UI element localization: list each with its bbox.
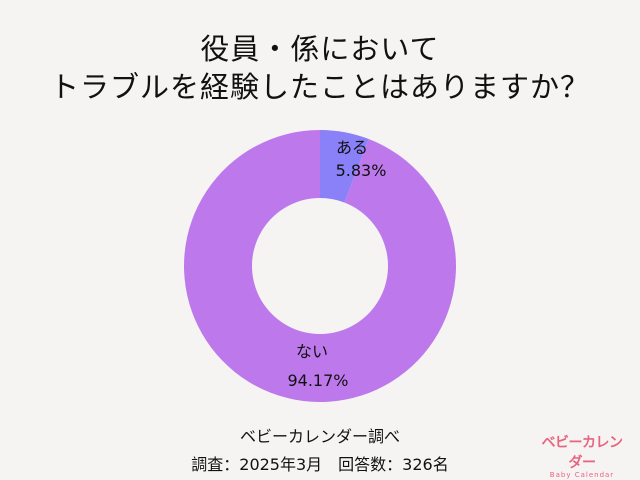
slice-value-0: 5.83% — [336, 161, 387, 180]
slice-label-0: ある — [336, 138, 368, 157]
chart-title-line-2: トラブルを経験したことはありますか？ — [49, 70, 590, 104]
logo-subtext: Baby Calendar — [549, 471, 615, 479]
slice-0 — [320, 130, 369, 203]
source-text: ベビーカレンダー調べ — [239, 427, 400, 446]
slice-1 — [184, 130, 457, 402]
survey-info: 調査：2025年3月 回答数：326名 — [191, 455, 449, 474]
slice-value-1: 94.17% — [287, 371, 348, 390]
slice-label-1: ない — [296, 342, 328, 361]
brand-logo: ベビーカレンダー Baby Calendar — [536, 432, 628, 479]
chart-title-line-1: 役員・係において — [200, 32, 440, 66]
chart-title: 役員・係において トラブルを経験したことはありますか？ — [0, 30, 640, 106]
logo-text: ベビーカレンダー — [541, 435, 624, 471]
